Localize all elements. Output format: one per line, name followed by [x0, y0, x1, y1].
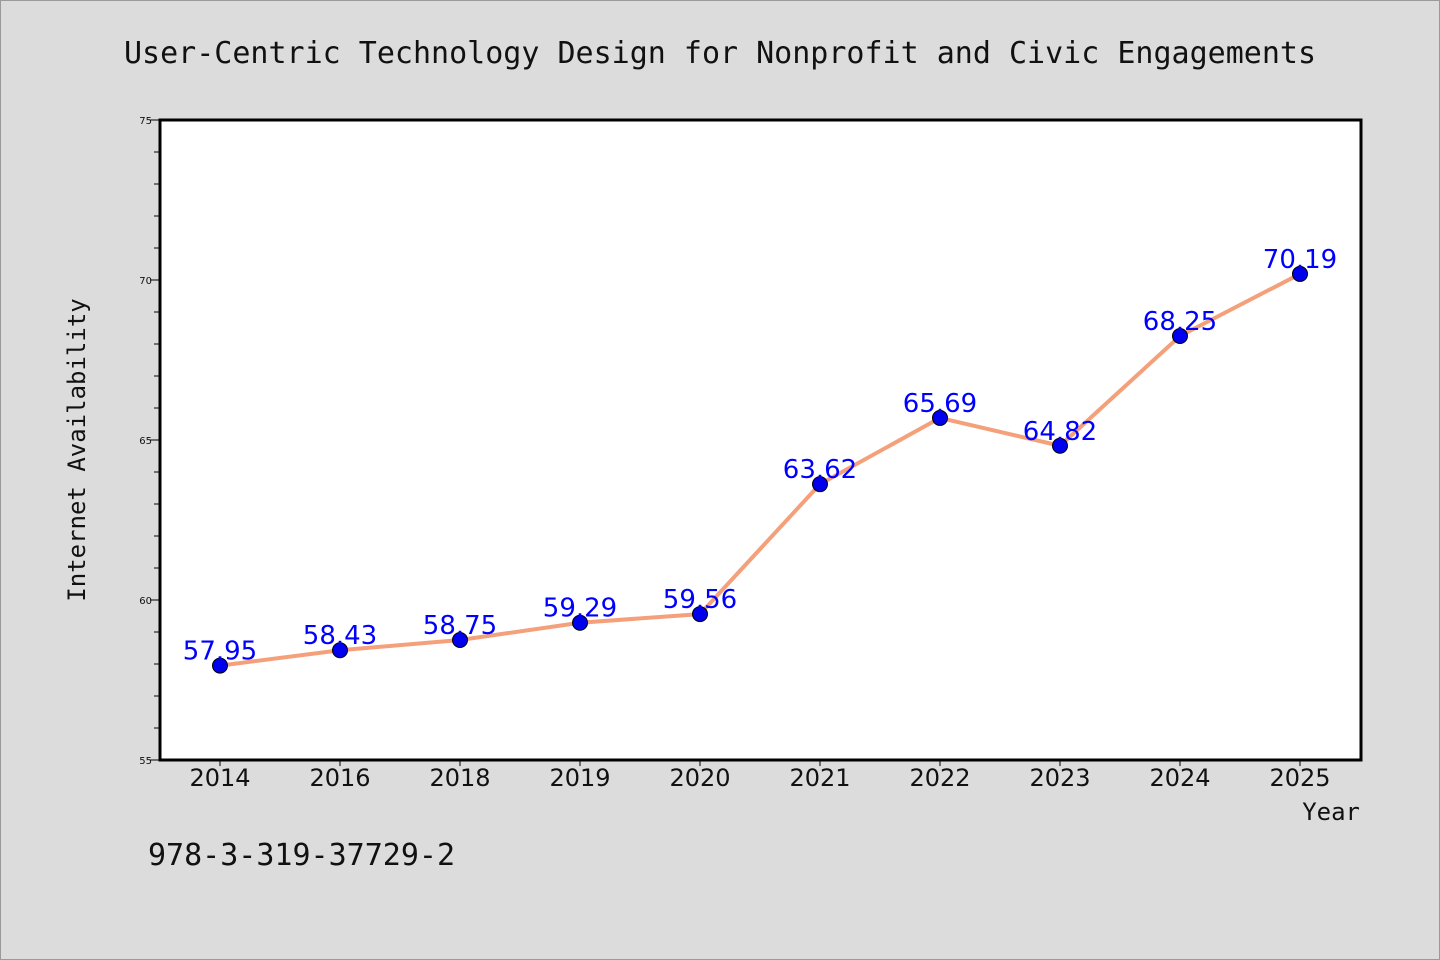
y-tick-label: 55 — [139, 756, 152, 767]
data-point — [1292, 265, 1308, 282]
y-axis-ticks: 55 60 65 70 75 — [139, 116, 160, 767]
data-point — [572, 614, 588, 631]
x-tick-label: 2016 — [309, 764, 370, 792]
data-label: 58.75 — [423, 611, 497, 641]
data-label: 63.62 — [783, 455, 857, 485]
y-tick-label: 75 — [139, 116, 152, 127]
data-label: 68.25 — [1143, 307, 1217, 337]
data-point — [1172, 328, 1188, 344]
data-point — [212, 657, 228, 674]
data-label: 64.82 — [1023, 417, 1097, 447]
x-tick-label: 2022 — [909, 764, 970, 792]
data-label: 65.69 — [903, 389, 977, 419]
chart-title: User-Centric Technology Design for Nonpr… — [124, 36, 1316, 71]
plot-area — [160, 120, 1361, 760]
plot-border — [158, 118, 1363, 762]
data-label: 57.95 — [183, 637, 257, 667]
data-label: 59.29 — [543, 594, 617, 624]
x-tick-label: 2023 — [1029, 764, 1090, 792]
y-axis-label: Internet Availability — [63, 298, 91, 601]
x-tick-label: 2019 — [549, 764, 610, 792]
x-tick-label: 2014 — [189, 764, 250, 792]
x-tick-label: 2018 — [429, 764, 490, 792]
series-layer: 57.95 58.43 58.75 59.29 59.56 63.62 65.69 64.82… — [183, 245, 1337, 674]
data-label: 59.56 — [663, 585, 737, 615]
data-label: 70.19 — [1263, 245, 1337, 275]
x-axis-ticks: 2014 2016 2018 2019 2020 2021 2022 2023 2024 2025 — [189, 760, 1331, 792]
x-tick-label: 2021 — [789, 764, 850, 792]
data-label: 58.43 — [303, 621, 377, 651]
x-axis-label: Year — [1302, 798, 1360, 826]
data-point — [932, 409, 948, 426]
data-point — [692, 606, 708, 623]
isbn-text: 978-3-319-37729-2 — [148, 838, 455, 873]
data-point — [812, 476, 828, 493]
y-tick-label: 70 — [139, 276, 152, 287]
x-tick-label: 2024 — [1149, 764, 1210, 792]
y-tick-label: 65 — [139, 436, 152, 447]
y-tick-label: 60 — [139, 596, 152, 607]
data-point — [1052, 437, 1068, 454]
series-line — [218, 271, 1302, 668]
data-point — [332, 642, 348, 659]
x-tick-label: 2025 — [1269, 764, 1330, 792]
data-point — [452, 632, 468, 648]
x-tick-label: 2020 — [669, 764, 730, 792]
